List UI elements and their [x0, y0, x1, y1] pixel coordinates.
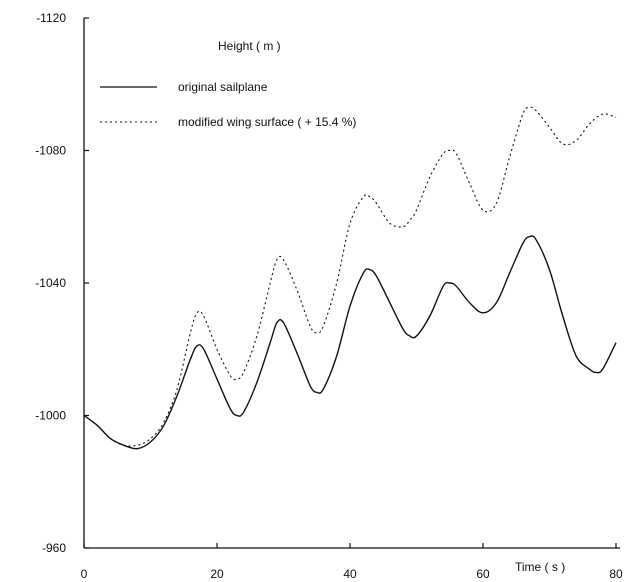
x-tick-label: 20 [210, 567, 224, 581]
y-tick-label: -1000 [35, 409, 66, 423]
y-axis-title: Height ( m ) [218, 39, 281, 53]
legend-label-modified: modified wing surface ( + 15.4 %) [178, 115, 356, 129]
axes [83, 18, 620, 549]
x-tick-label: 60 [476, 567, 490, 581]
x-axis-title: Time ( s ) [515, 560, 565, 574]
x-tick-label: 80 [609, 567, 623, 581]
series-layer [83, 106, 617, 450]
series-line-modified-wing-surface [83, 106, 617, 447]
x-tick-label: 40 [343, 567, 357, 581]
y-tick-label: -960 [42, 541, 66, 555]
y-tick-label: -1080 [35, 144, 66, 158]
series-line-original-sailplane [83, 235, 617, 450]
legend: Height ( m ) original sailplane modified… [100, 39, 356, 129]
x-tick-label: 0 [81, 567, 88, 581]
ticks: 0 20 40 60 80 -960 -1000 -1040 -1080 -1120 [35, 11, 623, 581]
y-tick-label: -1120 [36, 11, 66, 25]
y-tick-label: -1040 [35, 276, 66, 290]
legend-label-original: original sailplane [178, 80, 268, 94]
